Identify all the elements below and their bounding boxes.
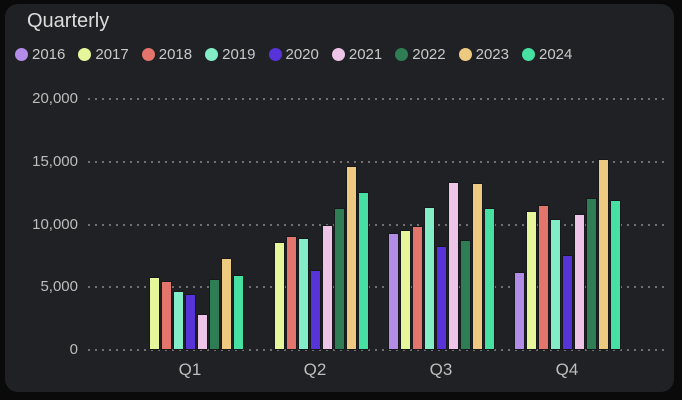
bar-2018-q4[interactable] bbox=[537, 205, 549, 350]
legend-swatch-2021 bbox=[331, 48, 345, 61]
x-axis-label-q3: Q3 bbox=[429, 360, 453, 379]
legend-item-2019[interactable]: 2019 bbox=[205, 46, 256, 63]
gridline-0 bbox=[88, 349, 664, 351]
legend-label-2022: 2022 bbox=[412, 46, 446, 63]
bar-2024-q2[interactable] bbox=[357, 192, 369, 350]
bar-2018-q3[interactable] bbox=[411, 226, 423, 350]
legend-swatch-2019 bbox=[205, 48, 219, 61]
legend-item-2017[interactable]: 2017 bbox=[78, 46, 129, 63]
bar-2020-q1[interactable] bbox=[184, 294, 196, 350]
legend-item-2020[interactable]: 2020 bbox=[268, 46, 319, 63]
bar-2021-q4[interactable] bbox=[573, 214, 585, 350]
bar-2022-q1[interactable] bbox=[208, 279, 220, 350]
legend-label-2020: 2020 bbox=[285, 46, 319, 63]
y-axis-label-15,000: 15,000 bbox=[32, 152, 78, 170]
legend-label-2017: 2017 bbox=[95, 46, 129, 63]
gridline-10,000 bbox=[88, 223, 664, 226]
y-axis-label-10,000: 10,000 bbox=[32, 215, 78, 233]
legend-label-2021: 2021 bbox=[348, 46, 383, 63]
legend-label-2019: 2019 bbox=[222, 46, 256, 63]
bar-2023-q2[interactable] bbox=[345, 166, 357, 350]
bar-2017-q1[interactable] bbox=[148, 277, 160, 350]
gridline-20,000 bbox=[88, 98, 664, 100]
bar-2021-q3[interactable] bbox=[447, 182, 459, 350]
bar-2017-q3[interactable] bbox=[399, 230, 411, 350]
bar-group-q3 bbox=[387, 99, 495, 350]
bar-2018-q2[interactable] bbox=[285, 236, 297, 350]
legend-item-2016[interactable]: 2016 bbox=[15, 46, 65, 63]
bar-2017-q4[interactable] bbox=[525, 211, 537, 350]
x-axis-label-q2: Q2 bbox=[303, 360, 327, 379]
bar-2022-q2[interactable] bbox=[333, 208, 345, 350]
chart-title: Quarterly bbox=[27, 10, 110, 32]
gridline-5,000 bbox=[88, 286, 664, 289]
bar-2018-q1[interactable] bbox=[160, 281, 172, 350]
y-axis-label-5,000: 5,000 bbox=[40, 278, 78, 296]
bar-group-q2 bbox=[262, 99, 369, 350]
y-axis-label-0: 0 bbox=[69, 341, 78, 358]
bar-2023-q4[interactable] bbox=[597, 159, 609, 350]
bar-2020-q3[interactable] bbox=[435, 246, 447, 350]
chart-legend: 2016 2017 2018 2019 2020 2021 2022 2023 2024 bbox=[15, 46, 572, 63]
legend-label-2023: 2023 bbox=[475, 46, 509, 63]
bar-2022-q3[interactable] bbox=[459, 240, 471, 350]
bar-2016-q4[interactable] bbox=[513, 272, 525, 350]
legend-item-2022[interactable]: 2022 bbox=[395, 46, 446, 63]
bar-2019-q2[interactable] bbox=[297, 238, 309, 350]
bar-2020-q2[interactable] bbox=[309, 270, 321, 350]
bar-group-q1 bbox=[137, 99, 244, 350]
legend-label-2018: 2018 bbox=[158, 46, 193, 63]
bar-2024-q4[interactable] bbox=[609, 200, 621, 350]
legend-label-2016: 2016 bbox=[32, 46, 66, 63]
legend-item-2021[interactable]: 2021 bbox=[331, 46, 383, 63]
legend-label-2024: 2024 bbox=[539, 46, 573, 63]
x-axis-label-q4: Q4 bbox=[555, 360, 579, 379]
y-axis-label-20,000: 20,000 bbox=[32, 90, 78, 107]
bar-2023-q3[interactable] bbox=[471, 183, 483, 350]
bar-2023-q1[interactable] bbox=[220, 258, 232, 350]
bar-2021-q2[interactable] bbox=[321, 225, 333, 350]
legend-swatch-2018 bbox=[141, 48, 155, 61]
bar-2022-q4[interactable] bbox=[585, 198, 597, 350]
legend-item-2024[interactable]: 2024 bbox=[522, 46, 572, 63]
gridline-15,000 bbox=[88, 160, 664, 163]
bar-group-q4 bbox=[513, 99, 621, 350]
bar-2019-q4[interactable] bbox=[549, 219, 561, 350]
bar-2017-q2[interactable] bbox=[273, 242, 285, 350]
x-axis-label-q1: Q1 bbox=[178, 360, 202, 379]
legend-swatch-2017 bbox=[78, 48, 92, 61]
legend-item-2018[interactable]: 2018 bbox=[141, 46, 193, 63]
legend-swatch-2024 bbox=[522, 48, 535, 61]
bar-2016-q3[interactable] bbox=[387, 233, 399, 350]
legend-swatch-2016 bbox=[15, 48, 28, 61]
legend-item-2023[interactable]: 2023 bbox=[458, 46, 509, 63]
legend-swatch-2020 bbox=[268, 48, 282, 61]
plot-area: 0 5,000 10,000 15,000 20,000 Q1 Q2 Q3 Q4 bbox=[32, 90, 664, 379]
bar-2019-q3[interactable] bbox=[423, 207, 435, 350]
chart-card: Quarterly 2016 2017 2018 2019 2020 2021 2022 20… bbox=[5, 4, 674, 392]
bar-2024-q3[interactable] bbox=[483, 208, 495, 350]
legend-swatch-2023 bbox=[458, 48, 472, 61]
bar-2019-q1[interactable] bbox=[172, 291, 184, 350]
legend-swatch-2022 bbox=[395, 48, 409, 61]
bar-2024-q1[interactable] bbox=[232, 275, 244, 350]
bar-2020-q4[interactable] bbox=[561, 255, 573, 350]
bar-2021-q1[interactable] bbox=[196, 314, 208, 350]
